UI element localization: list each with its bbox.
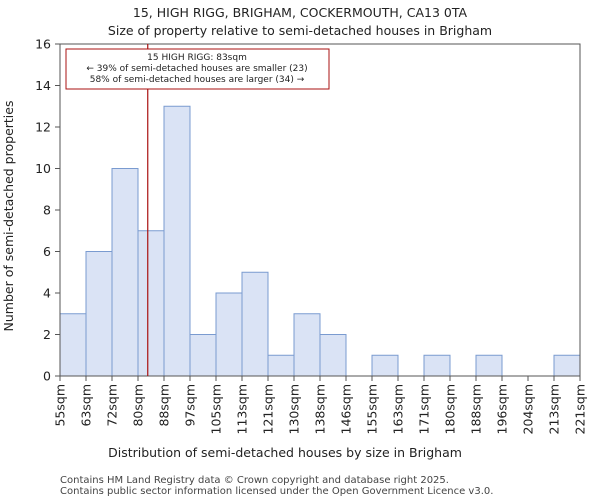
bar-72sqm	[111, 168, 139, 377]
x-tick-label-55sqm: 55sqm	[53, 384, 68, 427]
x-tick-label-213sqm: 213sqm	[547, 384, 562, 434]
bar-213sqm	[553, 354, 581, 377]
x-tick-label-196sqm: 196sqm	[495, 384, 510, 434]
bar-63sqm	[85, 251, 113, 377]
y-tick-label: 12	[35, 120, 51, 135]
bar-88sqm	[163, 105, 191, 377]
x-tick-label-121sqm: 121sqm	[261, 384, 276, 434]
x-tick-label-72sqm: 72sqm	[105, 384, 120, 427]
bars-group	[59, 105, 581, 377]
y-axis-label: Number of semi-detached properties	[1, 101, 16, 332]
annotation-frame	[65, 48, 330, 90]
x-axis-ticks: 55sqm 63sqm 72sqm 80sqm 88sqm 97sqm 105sqm 113s…	[53, 376, 588, 434]
x-tick-label-97sqm: 97sqm	[183, 384, 198, 427]
bar-80sqm	[137, 230, 165, 377]
x-tick-label-171sqm: 171sqm	[417, 384, 432, 434]
x-tick-label-204sqm: 204sqm	[521, 384, 536, 434]
plot-frame	[59, 43, 581, 377]
annotation-line-2: ← 39% of semi-detached houses are smalle…	[86, 64, 307, 74]
bar-138sqm	[319, 334, 347, 377]
footer-line-1: Contains HM Land Registry data © Crown c…	[60, 475, 449, 486]
annotation-line-3: 58% of semi-detached houses are larger (…	[90, 75, 305, 85]
x-tick-label-105sqm: 105sqm	[209, 384, 224, 434]
x-tick-label-163sqm: 163sqm	[391, 384, 406, 434]
bar-121sqm	[267, 354, 295, 377]
x-tick-label-138sqm: 138sqm	[313, 384, 328, 434]
y-axis-ticks: 0 2 4 6 8 10 12 14 16	[35, 37, 60, 384]
annotation-line-1: 15 HIGH RIGG: 83sqm	[147, 53, 247, 63]
x-tick-label-113sqm: 113sqm	[235, 384, 250, 434]
x-tick-label-88sqm: 88sqm	[157, 384, 172, 427]
bar-171sqm	[423, 354, 451, 377]
x-axis-label: Distribution of semi-detached houses by …	[108, 445, 462, 460]
bar-55sqm	[59, 313, 87, 377]
y-tick-label: 8	[43, 203, 51, 218]
y-tick-label: 14	[35, 78, 51, 93]
x-tick-label-155sqm: 155sqm	[365, 384, 380, 434]
annotation-box: 15 HIGH RIGG: 83sqm ← 39% of semi-detach…	[65, 48, 330, 90]
x-tick-label-180sqm: 180sqm	[443, 384, 458, 434]
y-tick-label: 10	[35, 161, 51, 176]
x-tick-label-221sqm: 221sqm	[573, 384, 588, 434]
bar-97sqm	[189, 334, 217, 377]
y-tick-label: 2	[43, 327, 51, 342]
footer-line-2: Contains public sector information licen…	[60, 486, 493, 497]
bar-130sqm	[293, 313, 321, 377]
x-tick-label-130sqm: 130sqm	[287, 384, 302, 434]
y-tick-label: 16	[35, 37, 51, 52]
y-tick-label: 6	[43, 244, 51, 259]
x-tick-label-146sqm: 146sqm	[339, 384, 354, 434]
bar-105sqm	[215, 292, 243, 377]
y-tick-label: 4	[43, 286, 51, 301]
chart-title: 15, HIGH RIGG, BRIGHAM, COCKERMOUTH, CA1…	[133, 5, 468, 20]
x-tick-label-188sqm: 188sqm	[469, 384, 484, 434]
chart-subtitle: Size of property relative to semi-detach…	[108, 23, 492, 38]
x-tick-label-63sqm: 63sqm	[79, 384, 94, 427]
bar-113sqm	[241, 271, 269, 377]
x-tick-label-80sqm: 80sqm	[131, 384, 146, 427]
bar-155sqm	[371, 354, 399, 377]
y-tick-label: 0	[43, 369, 51, 384]
bar-188sqm	[475, 354, 503, 377]
